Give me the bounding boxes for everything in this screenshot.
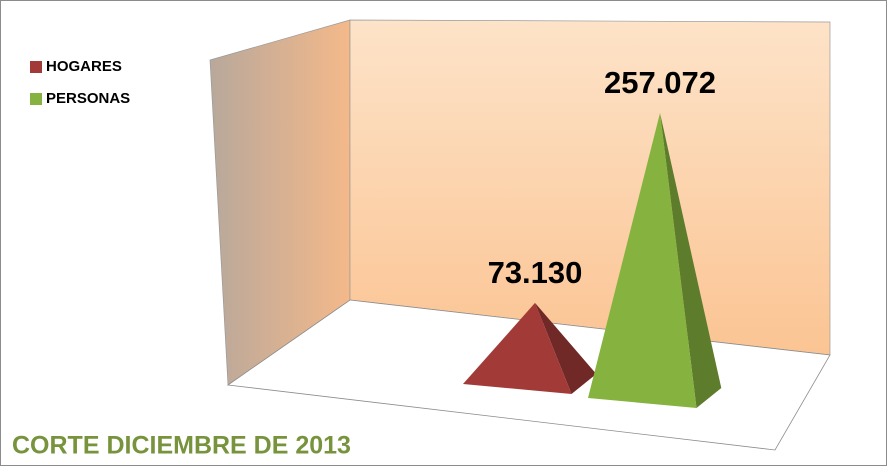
back-wall <box>349 19 831 356</box>
chart-title: CORTE DICIEMBRE DE 2013 <box>12 432 351 460</box>
value-label: 73.130 <box>488 255 583 290</box>
legend-swatch <box>30 93 42 105</box>
pyramid-side <box>660 113 722 408</box>
pyramid-front <box>463 302 572 394</box>
pyramid-front <box>588 113 697 408</box>
legend-label: HOGARES <box>46 58 122 75</box>
legend-swatch <box>30 61 42 73</box>
pyramid-side <box>535 302 597 394</box>
legend-label: PERSONAS <box>46 90 130 107</box>
value-label: 257.072 <box>604 65 716 100</box>
